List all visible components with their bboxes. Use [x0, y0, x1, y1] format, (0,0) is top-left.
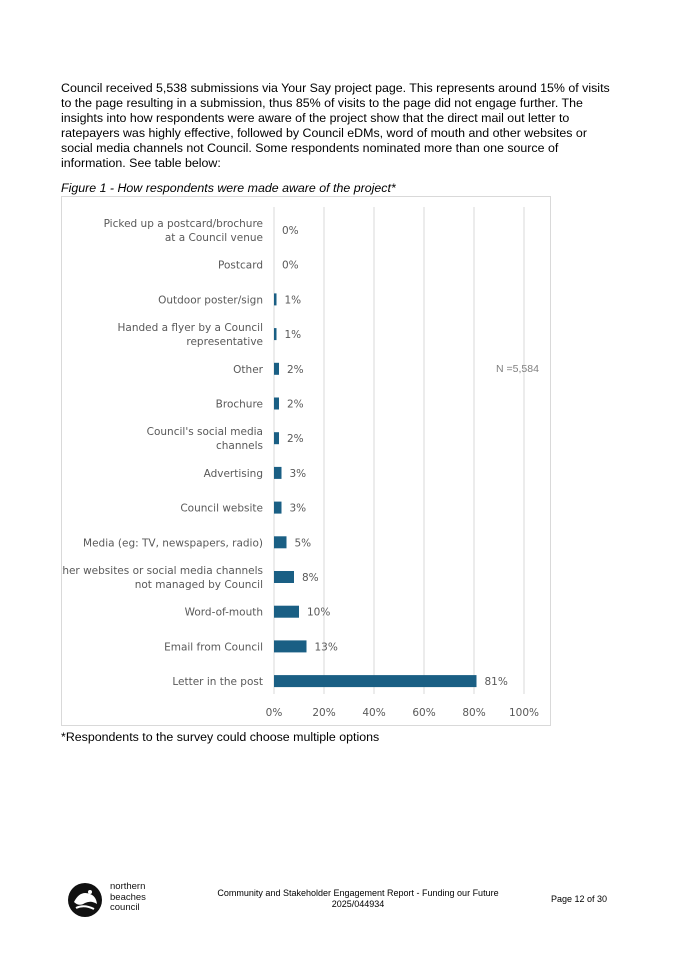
x-tick-label-60: 60% [412, 707, 435, 719]
bar-12 [274, 640, 307, 653]
category-label-5: Brochure [216, 399, 263, 411]
bar-7 [274, 466, 282, 479]
value-label-5: 2% [287, 399, 304, 411]
category-label-10-line-0: Other websites or social media channels [62, 565, 263, 577]
value-label-3: 1% [285, 329, 302, 341]
value-label-7: 3% [290, 468, 307, 480]
council-emblem-icon [68, 883, 102, 917]
council-logo: northern beaches council [66, 880, 176, 920]
category-label-8: Council website [180, 503, 263, 515]
value-label-12: 13% [315, 641, 338, 653]
logo-line-3: council [110, 902, 140, 913]
footer-title-block: Community and Stakeholder Engagement Rep… [200, 888, 516, 910]
logo-line-1: northern [110, 881, 146, 892]
category-label-0-line-0: Picked up a postcard/brochure [104, 218, 263, 230]
category-label-2: Outdoor poster/sign [158, 294, 263, 306]
category-label-4: Other [233, 364, 263, 376]
category-label-6-line-1: channels [216, 440, 263, 452]
value-label-4: 2% [287, 364, 304, 376]
category-label-0-line-1: at a Council venue [165, 232, 263, 244]
value-label-9: 5% [295, 537, 312, 549]
footer-title: Community and Stakeholder Engagement Rep… [217, 888, 499, 898]
bar-4 [274, 362, 279, 375]
x-tick-label-20: 20% [312, 707, 335, 719]
category-label-7: Advertising [204, 468, 263, 480]
value-label-8: 3% [290, 503, 307, 515]
category-label-10-line-1: not managed by Council [135, 579, 263, 591]
intro-paragraph: Council received 5,538 submissions via Y… [61, 81, 610, 171]
bar-2 [274, 293, 277, 306]
value-label-6: 2% [287, 433, 304, 445]
category-label-12: Email from Council [164, 641, 263, 653]
value-label-13: 81% [485, 676, 508, 688]
bar-3 [274, 328, 277, 341]
bar-5 [274, 397, 279, 410]
bar-9 [274, 536, 287, 549]
page-number: Page 12 of 30 [551, 894, 608, 904]
bar-8 [274, 501, 282, 514]
chart-footnote: *Respondents to the survey could choose … [61, 730, 380, 744]
bar-6 [274, 432, 279, 445]
x-tick-label-40: 40% [362, 707, 385, 719]
category-label-9: Media (eg: TV, newspapers, radio) [83, 537, 263, 549]
value-label-11: 10% [307, 607, 330, 619]
awareness-chart-svg: Picked up a postcard/brochure at a Counci… [62, 207, 539, 719]
bar-11 [274, 605, 299, 618]
category-label-13: Letter in the post [172, 676, 263, 688]
x-tick-label-80: 80% [462, 707, 485, 719]
bar-13 [274, 675, 477, 688]
category-label-6-line-0: Council's social media [147, 426, 263, 438]
x-tick-label-0: 0% [266, 707, 283, 719]
category-label-11: Word-of-mouth [185, 607, 263, 619]
footer-doc-number: 2025/044934 [331, 899, 385, 909]
figure-caption: Figure 1 - How respondents were made awa… [61, 181, 396, 195]
category-label-3-line-0: Handed a flyer by a Council [118, 322, 264, 334]
logo-wordmark: northern beaches council [110, 881, 146, 914]
value-label-10: 8% [302, 572, 319, 584]
value-label-0: 0% [282, 225, 299, 237]
x-tick-label-100: 100% [509, 707, 539, 719]
logo-line-2: beaches [110, 891, 146, 903]
awareness-chart: Picked up a postcard/brochure at a Counci… [61, 196, 551, 726]
category-label-3-line-1: representative [186, 336, 263, 348]
category-label-1: Postcard [218, 260, 263, 272]
value-label-1: 0% [282, 260, 299, 272]
sample-size-annotation: N =5,584 [496, 363, 539, 375]
bar-10 [274, 571, 294, 583]
value-label-2: 1% [285, 294, 302, 306]
